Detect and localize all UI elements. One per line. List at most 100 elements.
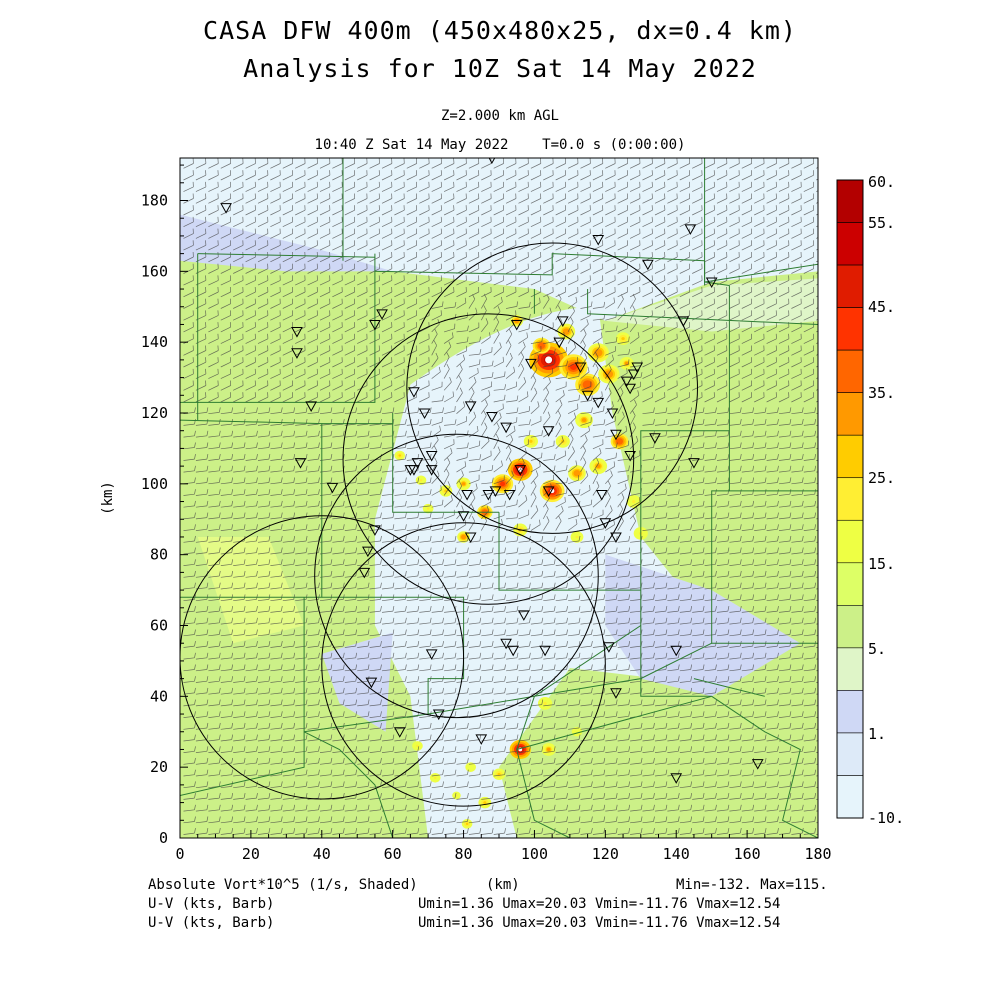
y-tick-label: 0 xyxy=(159,829,168,847)
station-marker xyxy=(393,727,406,738)
y-tick-label: 60 xyxy=(150,617,168,635)
station-marker xyxy=(291,327,303,338)
county-border xyxy=(587,289,818,325)
station-marker xyxy=(220,203,232,214)
colorbar-segment xyxy=(836,307,864,351)
vorticity-cell xyxy=(492,768,506,780)
y-tick-label: 140 xyxy=(141,333,168,351)
valid-time-label: 10:40 Z Sat 14 May 2022 xyxy=(314,137,509,153)
station-marker xyxy=(631,362,644,373)
station-marker xyxy=(599,518,612,529)
station-marker xyxy=(500,638,512,650)
vorticity-cell xyxy=(456,477,471,491)
station-marker xyxy=(461,489,473,501)
colorbar-segment xyxy=(836,562,864,606)
y-tick-label: 120 xyxy=(141,404,168,422)
x-axis-label: (km) xyxy=(486,877,520,893)
vorticity-field xyxy=(180,158,818,838)
colorbar-label-0: 60. xyxy=(868,173,896,191)
station-marker xyxy=(705,277,718,288)
station-marker xyxy=(514,465,527,476)
vorticity-cell xyxy=(541,743,556,756)
colorbar-label-2: 45. xyxy=(868,298,896,316)
range-ring xyxy=(321,522,606,807)
county-border xyxy=(640,430,730,591)
x-tick-label: 160 xyxy=(734,845,761,863)
station-marker xyxy=(507,645,520,657)
station-marker xyxy=(553,337,566,349)
station-marker xyxy=(294,458,307,469)
station-marker xyxy=(464,532,477,543)
vorticity-cell xyxy=(615,332,631,345)
colorbar-label-4: 25. xyxy=(868,469,896,487)
station-marker xyxy=(542,486,555,497)
station-marker xyxy=(539,645,551,657)
station-marker xyxy=(425,465,438,476)
station-marker xyxy=(425,451,438,462)
colorbar-label-8: -10. xyxy=(868,809,905,827)
colorbar-segment xyxy=(836,775,864,819)
colorbar-segment xyxy=(836,690,864,734)
colorbar-segment xyxy=(836,264,864,308)
colorbar-segment xyxy=(836,519,864,564)
station-marker xyxy=(408,465,420,476)
station-marker xyxy=(610,429,622,441)
station-marker xyxy=(624,383,636,395)
station-marker xyxy=(457,511,470,522)
county-border xyxy=(303,731,394,838)
station-marker xyxy=(556,316,569,327)
colorbar-label-1: 55. xyxy=(868,214,896,232)
title-line-2: Analysis for 10Z Sat 14 May 2022 xyxy=(243,54,757,83)
colorbar-frame xyxy=(836,179,864,819)
colorbar-segment xyxy=(836,434,864,479)
county-border xyxy=(180,419,323,598)
station-marker xyxy=(677,316,690,327)
station-marker xyxy=(411,458,424,469)
station-marker xyxy=(624,451,636,462)
wind-stats-2: Umin=1.36 Umax=20.03 Vmin=-11.76 Vmax=12… xyxy=(418,915,781,931)
station-marker xyxy=(525,358,537,370)
range-rings xyxy=(180,242,698,807)
colorbar-segment xyxy=(836,392,864,436)
station-markers xyxy=(220,158,764,784)
vorticity-cell xyxy=(465,762,476,772)
station-marker xyxy=(510,319,523,331)
vorticity-cell xyxy=(394,450,406,461)
colorbar xyxy=(836,179,864,819)
county-border xyxy=(180,597,305,796)
station-marker xyxy=(362,546,374,558)
y-tick-label: 20 xyxy=(150,758,168,776)
station-marker xyxy=(326,482,339,494)
station-marker xyxy=(620,376,633,388)
station-marker xyxy=(291,348,303,359)
vorticity-cell xyxy=(537,697,553,710)
vorticity-cell xyxy=(532,337,551,354)
x-tick-label: 100 xyxy=(521,845,548,863)
station-marker xyxy=(464,401,477,412)
station-marker xyxy=(365,677,378,689)
y-tick-label: 80 xyxy=(150,546,168,564)
vorticity-cell xyxy=(412,741,423,751)
station-marker xyxy=(408,387,420,398)
station-marker xyxy=(358,567,371,579)
x-tick-label: 120 xyxy=(592,845,619,863)
station-marker xyxy=(592,397,605,409)
county-border xyxy=(516,696,571,838)
station-marker xyxy=(688,458,700,469)
colorbar-segment xyxy=(836,605,864,649)
county-border xyxy=(321,596,465,637)
sim-time-label: T=0.0 s (0:00:00) xyxy=(542,137,686,153)
colorbar-label-7: 1. xyxy=(868,725,887,743)
station-marker xyxy=(642,259,654,271)
station-marker xyxy=(305,401,317,412)
title-line-1: CASA DFW 400m (450x480x25, dx=0.4 km) xyxy=(203,16,797,45)
colorbar-segment xyxy=(836,732,864,776)
county-border xyxy=(534,642,712,697)
station-marker xyxy=(595,489,608,501)
max-label: Max=115. xyxy=(760,877,828,893)
station-marker xyxy=(489,486,502,497)
station-marker xyxy=(603,642,615,653)
field-region-northwest xyxy=(180,214,393,272)
station-marker xyxy=(542,426,555,437)
